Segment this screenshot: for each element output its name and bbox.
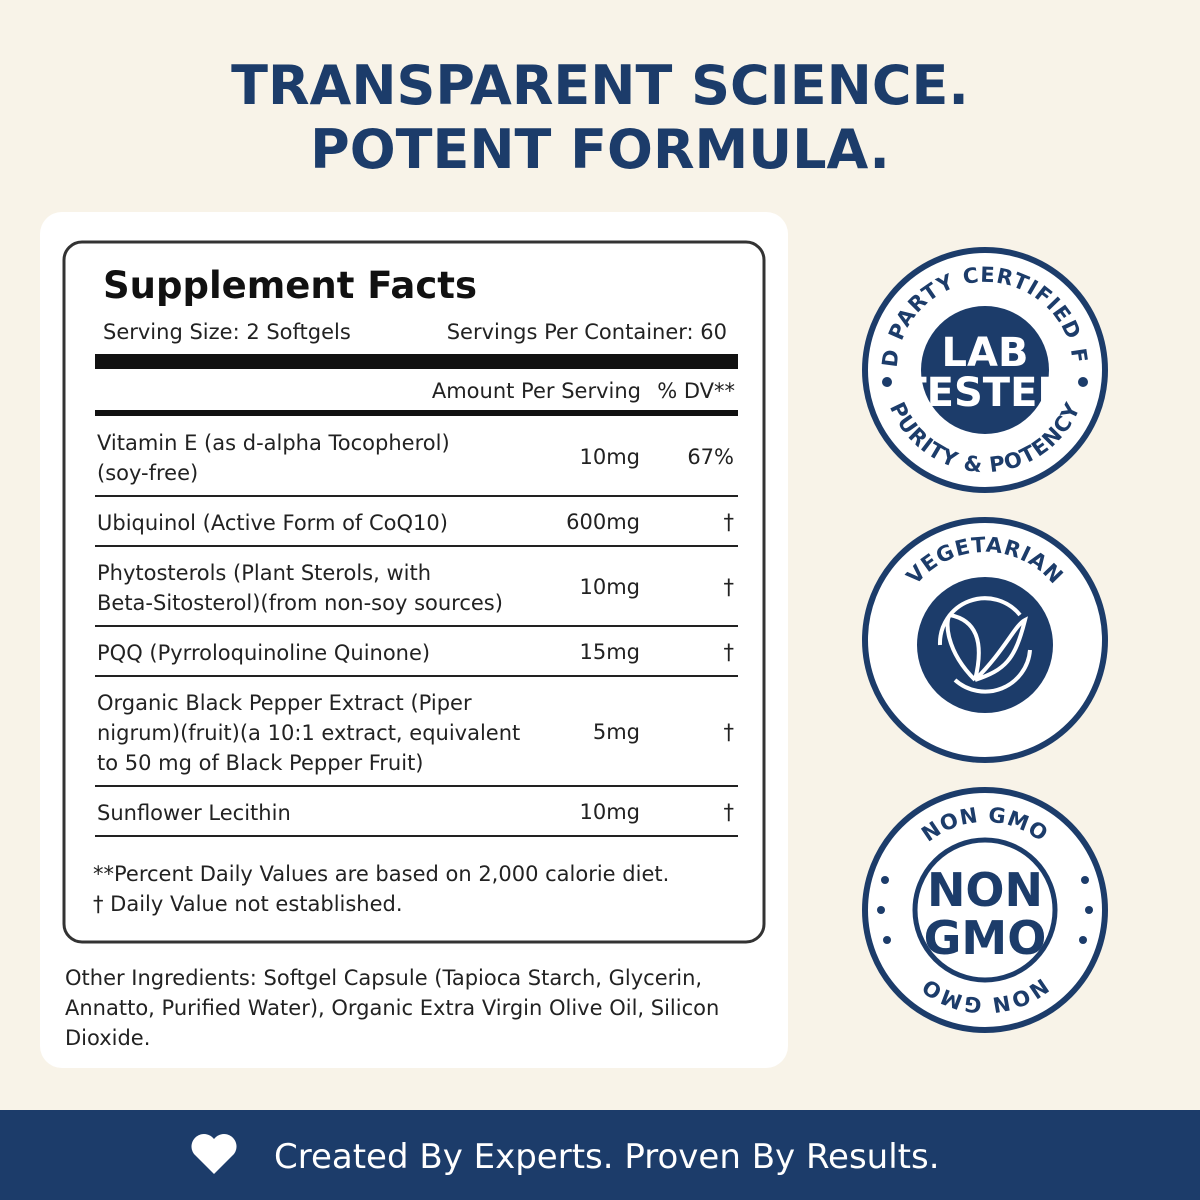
star: [877, 906, 885, 914]
ingredient-dv: †: [724, 575, 735, 599]
serving-size: Serving Size: 2 Softgels: [103, 320, 351, 344]
ingredient-name: nigrum)(fruit)(a 10:1 extract, equivalen…: [97, 721, 520, 745]
ingredient-amount: 15mg: [579, 640, 640, 664]
thick-rule: [95, 354, 738, 369]
star: [883, 936, 891, 944]
rule: [95, 410, 738, 416]
ingredient-amount: 5mg: [593, 720, 640, 744]
ingredient-amount: 10mg: [579, 800, 640, 824]
badge-center-text: NON: [927, 863, 1043, 917]
ingredient-name: Vitamin E (as d-alpha Tocopherol): [97, 431, 450, 455]
dv-header: % DV**: [657, 379, 735, 403]
badge-center-text: TESTED: [899, 370, 1070, 416]
ingredient-name: (soy-free): [97, 461, 198, 485]
servings-per-container: Servings Per Container: 60: [447, 320, 727, 344]
drop: [1078, 377, 1088, 387]
ingredient-name: Phytosterols (Plant Sterols, with: [97, 561, 431, 585]
other-ingredients: Other Ingredients: Softgel Capsule (Tapi…: [65, 966, 702, 990]
other-ingredients: Annatto, Purified Water), Organic Extra …: [65, 996, 719, 1020]
ingredient-name: to 50 mg of Black Pepper Fruit): [97, 751, 424, 775]
ingredient-name: Ubiquinol (Active Form of CoQ10): [97, 511, 448, 535]
amount-header: Amount Per Serving: [432, 379, 641, 403]
ingredient-dv: †: [724, 640, 735, 664]
card: [40, 212, 788, 1068]
ingredient-amount: 10mg: [579, 575, 640, 599]
heart-icon: [191, 1134, 237, 1174]
star: [1079, 936, 1087, 944]
title-line: POTENT FORMULA.: [310, 118, 890, 181]
drop: [882, 377, 892, 387]
ingredient-name: Organic Black Pepper Extract (Piper: [97, 691, 472, 715]
ingredient-name: Beta-Sitosterol)(from non-soy sources): [97, 591, 503, 615]
facts-box: [62, 240, 766, 944]
cycle-arrows: [937, 596, 1032, 694]
other-ingredients: Dioxide.: [65, 1026, 150, 1050]
ingredient-name: Sunflower Lecithin: [97, 801, 291, 825]
badge-core: [921, 306, 1049, 434]
badge-core: [912, 837, 1058, 983]
footnote: **Percent Daily Values are based on 2,00…: [93, 862, 669, 886]
badge-center-text: GMO: [924, 911, 1047, 965]
footnote: † Daily Value not established.: [93, 892, 403, 916]
star: [1081, 876, 1089, 884]
facts-title: Supplement Facts: [103, 264, 477, 307]
ingredient-dv: †: [724, 510, 735, 534]
ingredient-amount: 10mg: [579, 445, 640, 469]
ingredient-dv: 67%: [687, 445, 734, 469]
ingredient-name: PQQ (Pyrroloquinoline Quinone): [97, 641, 430, 665]
title-line: TRANSPARENT SCIENCE.: [231, 54, 969, 117]
ingredient-amount: 600mg: [566, 510, 640, 534]
ingredient-dv: †: [724, 720, 735, 744]
badge-center-text: LAB: [942, 330, 1029, 376]
footer-tagline: Created By Experts. Proven By Results.: [274, 1137, 940, 1177]
star: [881, 876, 889, 884]
ingredient-dv: †: [724, 800, 735, 824]
star: [1085, 906, 1093, 914]
